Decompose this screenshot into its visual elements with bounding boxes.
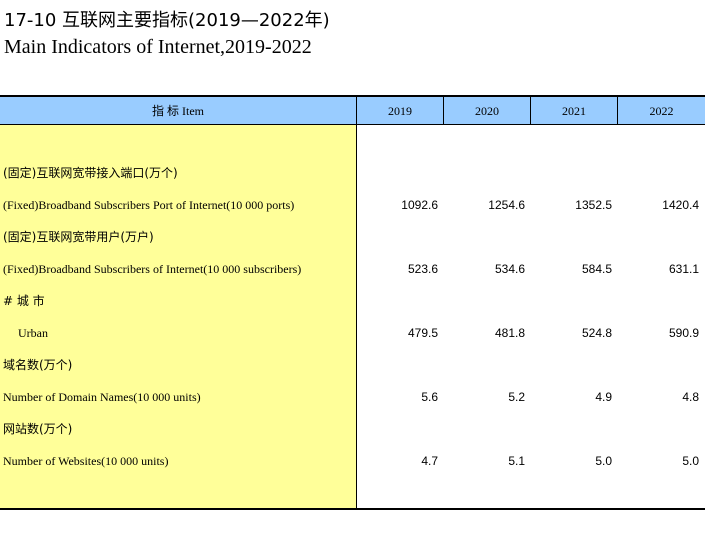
table-bottom-rule: [0, 508, 705, 510]
value-cell-2019: 523.6: [407, 262, 438, 276]
table-row: (固定)互联网宽带用户(万户): [0, 221, 705, 253]
value-cell-2020: 5.2: [508, 390, 525, 404]
value-cell-2022: 5.0: [682, 454, 699, 468]
stub-column-background: [0, 125, 356, 508]
value-cell-2019: 1092.6: [401, 198, 438, 212]
page-title-chinese: 17-10 互联网主要指标(2019—2022年): [4, 10, 330, 31]
table-row: Number of Websites(10 000 units) 4.7 5.1 5.…: [0, 445, 705, 477]
value-cell-2022: 4.8: [682, 390, 699, 404]
value-cell-2020: 534.6: [494, 262, 525, 276]
table-row: Number of Domain Names(10 000 units) 5.6 5…: [0, 381, 705, 413]
value-cell-2021: 4.9: [595, 390, 612, 404]
table-row: (Fixed)Broadband Subscribers of Internet…: [0, 253, 705, 285]
value-cell-2020: 481.8: [494, 326, 525, 340]
row-label: (固定)互联网宽带接入端口(万个): [3, 166, 178, 180]
value-cell-2021: 584.5: [581, 262, 612, 276]
value-cell-2022: 1420.4: [662, 198, 699, 212]
table-row: # 城 市: [0, 285, 705, 317]
value-cell-2020: 5.1: [508, 454, 525, 468]
row-label: Urban: [18, 326, 48, 340]
row-label: Number of Websites(10 000 units): [3, 454, 169, 468]
table-row: (固定)互联网宽带接入端口(万个): [0, 157, 705, 189]
table-row: 域名数(万个): [0, 349, 705, 381]
value-cell-2021: 524.8: [581, 326, 612, 340]
value-cell-2020: 1254.6: [488, 198, 525, 212]
indicators-table: 指 标 Item 2019 2020 2021 2022 (固定)互联网宽带接入…: [0, 95, 705, 510]
header-year-2022: 2022: [649, 104, 674, 118]
table-row: Urban 479.5 481.8 524.8 590.9: [0, 317, 705, 349]
table-row: 网站数(万个): [0, 413, 705, 445]
value-cell-2022: 590.9: [668, 326, 699, 340]
value-cell-2022: 631.1: [668, 262, 699, 276]
page-title-english: Main Indicators of Internet,2019-2022: [4, 36, 312, 58]
header-year-2021: 2021: [562, 104, 586, 118]
row-label: # 城 市: [3, 294, 45, 308]
table-row: (Fixed)Broadband Subscribers Port of Int…: [0, 189, 705, 221]
value-cell-2019: 479.5: [407, 326, 438, 340]
value-cell-2021: 5.0: [595, 454, 612, 468]
header-year-2020: 2020: [475, 104, 499, 118]
row-label: 网站数(万个): [3, 422, 73, 436]
header-year-2019: 2019: [388, 104, 412, 118]
value-cell-2021: 1352.5: [575, 198, 612, 212]
row-label: (固定)互联网宽带用户(万户): [3, 230, 154, 244]
column-divider: [530, 95, 531, 125]
column-divider: [356, 95, 357, 508]
column-divider: [443, 95, 444, 125]
value-cell-2019: 5.6: [421, 390, 438, 404]
header-item: 指 标 Item: [152, 104, 204, 118]
table-header: 指 标 Item 2019 2020 2021 2022: [0, 95, 705, 125]
row-label: (Fixed)Broadband Subscribers of Internet…: [3, 262, 302, 276]
row-label: (Fixed)Broadband Subscribers Port of Int…: [3, 198, 295, 212]
row-label: 域名数(万个): [3, 358, 73, 372]
row-label: Number of Domain Names(10 000 units): [3, 390, 201, 404]
column-divider: [617, 95, 618, 125]
value-cell-2019: 4.7: [421, 454, 438, 468]
